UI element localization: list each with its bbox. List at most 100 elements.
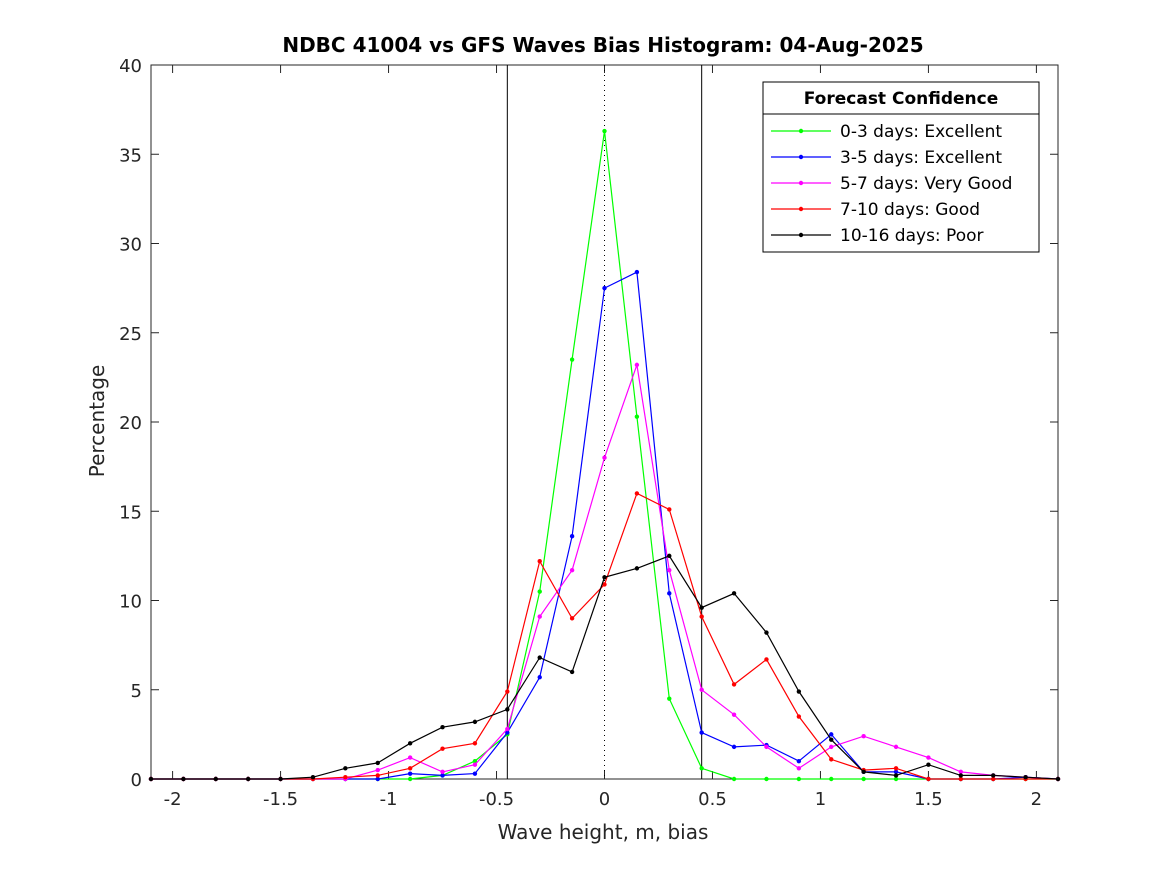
data-point [829, 757, 834, 762]
data-point [796, 766, 802, 771]
data-point [764, 630, 769, 635]
x-tick-label: -1 [380, 789, 398, 810]
data-point [375, 767, 380, 773]
legend: Forecast Confidence 0-3 days: Excellent 3… [762, 81, 1040, 253]
data-point [634, 414, 640, 419]
data-point [407, 766, 413, 771]
legend-entry: 7-10 days: Good [771, 200, 980, 220]
data-point [602, 455, 607, 460]
data-point [829, 737, 834, 742]
legend-swatch-marker [798, 128, 804, 134]
data-point [958, 773, 964, 778]
data-point [537, 559, 542, 564]
data-point [667, 696, 672, 701]
legend-label: 3-5 days: Excellent [840, 148, 1002, 168]
data-point [991, 776, 996, 782]
data-point [1055, 776, 1061, 782]
data-point [569, 534, 575, 539]
data-point [829, 776, 834, 782]
data-point [926, 755, 931, 760]
legend-swatch-marker [798, 180, 804, 186]
data-point [764, 776, 769, 782]
data-point [440, 746, 445, 751]
data-point [602, 285, 607, 291]
data-point [537, 655, 542, 660]
legend-entry: 5-7 days: Very Good [771, 174, 1012, 194]
y-tick-label: 10 [119, 592, 142, 613]
data-point [505, 689, 510, 694]
data-point [375, 776, 380, 782]
data-point [440, 773, 445, 778]
data-point [278, 776, 283, 782]
data-point [893, 776, 899, 782]
y-tick-label: 25 [119, 324, 142, 345]
legend-entries: 0-3 days: Excellent 3-5 days: Excellent 5-… [771, 122, 1012, 246]
data-point [893, 773, 899, 778]
data-point [731, 744, 737, 750]
data-point [343, 766, 348, 771]
data-point [991, 773, 996, 778]
data-point [861, 769, 866, 775]
legend-label: 0-3 days: Excellent [840, 122, 1002, 142]
data-point [472, 719, 478, 725]
data-point [472, 762, 478, 767]
data-point [310, 775, 316, 780]
legend-entry: 3-5 days: Excellent [771, 148, 1002, 168]
legend-swatch-marker [798, 232, 804, 238]
data-point [440, 725, 445, 730]
data-point [407, 771, 413, 776]
y-tick-label: 40 [119, 56, 142, 77]
data-point [537, 589, 542, 594]
y-tick-label: 15 [119, 502, 142, 523]
data-point [699, 687, 704, 692]
data-point [343, 775, 348, 780]
x-axis-label: Wave height, m, bias [498, 820, 709, 844]
data-point [764, 744, 769, 750]
x-tick-label: -2 [164, 789, 182, 810]
data-point [245, 776, 251, 782]
data-point [634, 491, 640, 496]
x-tick-label: 1.5 [914, 789, 943, 810]
y-axis-label: Percentage [85, 365, 109, 478]
chart-title: NDBC 41004 vs GFS Waves Bias Histogram: … [282, 33, 923, 57]
data-point [893, 769, 899, 775]
data-point [602, 128, 607, 134]
data-point [148, 776, 154, 782]
data-point [440, 769, 445, 775]
data-point [731, 776, 737, 782]
data-point [667, 567, 672, 573]
data-point [505, 707, 510, 712]
data-point [829, 732, 834, 737]
data-point [181, 776, 186, 782]
data-point [472, 771, 478, 776]
legend-title: Forecast Confidence [804, 89, 999, 109]
y-tick-label: 0 [131, 770, 142, 791]
data-point [796, 689, 802, 694]
data-point [861, 733, 866, 739]
data-point [472, 758, 478, 764]
legend-label: 7-10 days: Good [840, 200, 980, 220]
data-point [958, 776, 964, 782]
legend-box [762, 81, 1040, 253]
x-tick-label: 2 [1031, 789, 1042, 810]
data-point [569, 567, 575, 573]
data-point [537, 675, 542, 680]
data-point [764, 657, 769, 662]
data-point [1023, 775, 1028, 780]
data-point [602, 575, 607, 580]
x-tick-label: -0.5 [479, 789, 514, 810]
data-point [634, 269, 640, 275]
data-point [505, 730, 510, 735]
data-point [667, 591, 672, 596]
data-point [893, 766, 899, 771]
data-point [537, 614, 542, 619]
data-point [829, 744, 834, 750]
y-tick-label: 30 [119, 235, 142, 256]
data-point [667, 553, 672, 559]
data-point [893, 744, 899, 750]
legend-entry: 10-16 days: Poor [771, 226, 984, 246]
y-tick-label: 20 [119, 413, 142, 434]
data-point [602, 582, 607, 587]
data-point [407, 776, 413, 782]
